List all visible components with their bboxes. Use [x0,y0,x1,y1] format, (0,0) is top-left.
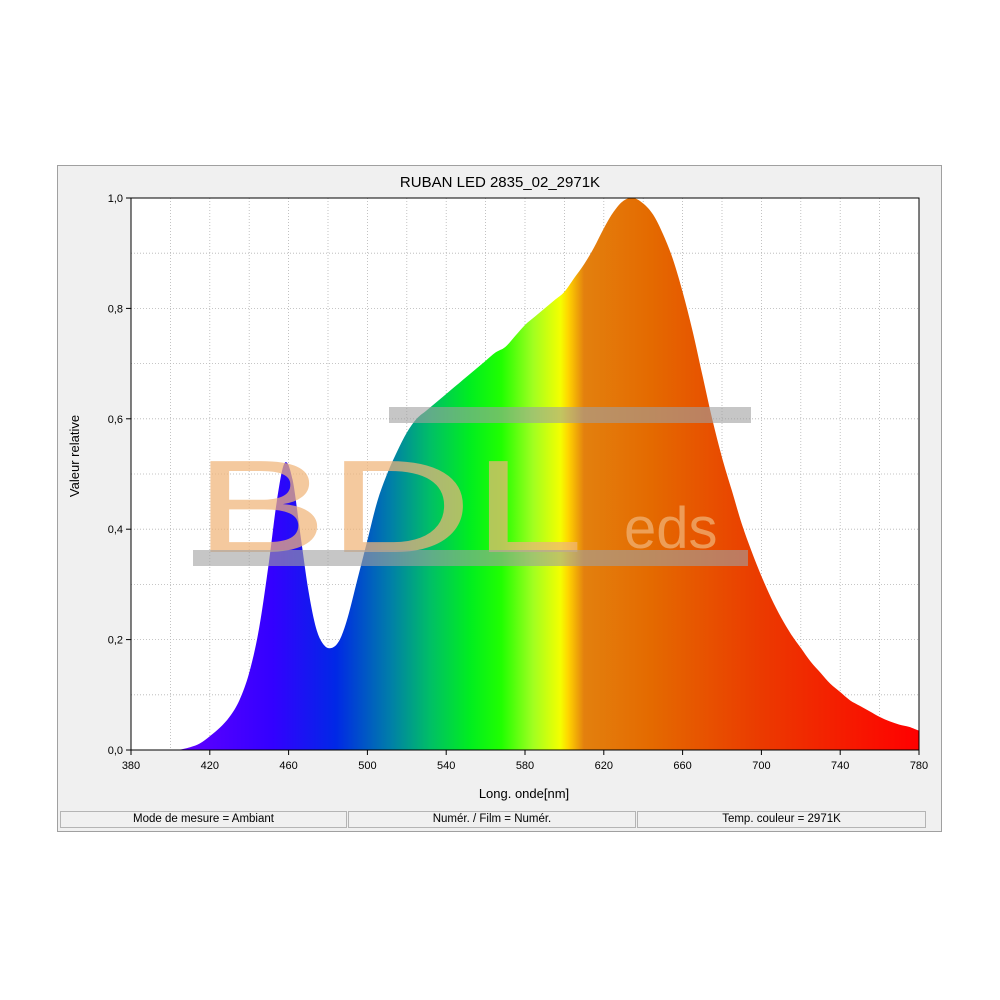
y-tick-label: 0,6 [108,414,123,426]
watermark-bar-bottom [193,550,748,566]
watermark-logo: BDL eds [193,407,751,580]
status-mode: Mode de mesure = Ambiant [60,811,347,828]
watermark-bar-top [389,407,751,423]
y-tick-label: 0,8 [108,303,123,315]
x-tick-label: 740 [831,760,849,772]
status-film: Numér. / Film = Numér. [348,811,636,828]
x-tick-label: 700 [752,760,770,772]
y-tick-label: 0,4 [108,524,123,536]
y-tick-label: 1,0 [108,193,123,205]
spectrum-window: BDL eds 380 420 460 500 540 580 620 660 700 740 78… [57,165,942,832]
x-tick-label: 780 [910,760,928,772]
x-tick-label: 500 [358,760,376,772]
x-tick-label: 660 [673,760,691,772]
chart-title: RUBAN LED 2835_02_2971K [400,174,600,191]
spectrum-area [178,197,919,750]
spectrum-chart: BDL eds 380 420 460 500 540 580 620 660 700 740 78… [67,174,928,801]
x-tick-label: 460 [279,760,297,772]
x-tick-label: 420 [201,760,219,772]
x-tick-label: 540 [437,760,455,772]
y-axis-ticks: 0,0 0,2 0,4 0,6 0,8 1,0 [108,193,131,757]
y-axis-label: Valeur relative [67,415,82,497]
y-tick-label: 0,0 [108,745,123,757]
status-temp: Temp. couleur = 2971K [637,811,926,828]
y-tick-label: 0,2 [108,635,123,647]
status-bar: Mode de mesure = Ambiant Numér. / Film =… [58,806,941,832]
x-tick-label: 620 [595,760,613,772]
x-tick-label: 580 [516,760,534,772]
x-axis-label: Long. onde[nm] [479,786,569,801]
x-tick-label: 380 [122,760,140,772]
x-axis-ticks: 380 420 460 500 540 580 620 660 700 740 780 [122,750,928,772]
